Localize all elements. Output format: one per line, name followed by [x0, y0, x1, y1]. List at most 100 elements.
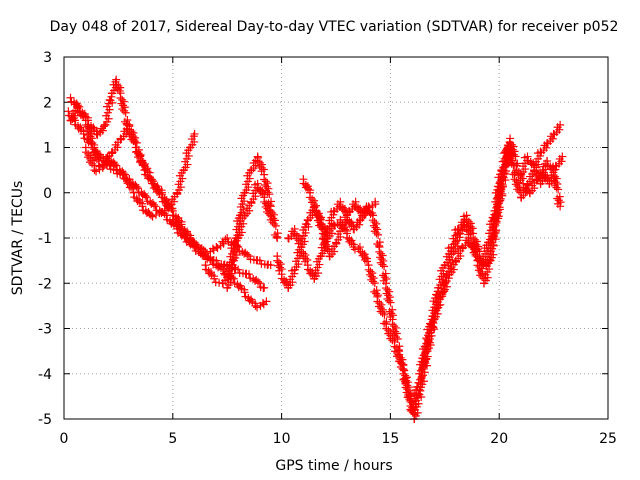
x-axis-label: GPS time / hours: [275, 458, 392, 474]
data-point: [99, 122, 108, 131]
data-point: [92, 155, 101, 164]
data-point: [403, 393, 412, 402]
data-point: [260, 197, 269, 206]
data-point: [157, 208, 166, 217]
data-point: [262, 207, 271, 216]
data-point: [112, 80, 121, 89]
data-point: [370, 227, 379, 236]
data-point: [253, 157, 262, 166]
y-tick-label: 0: [43, 186, 52, 202]
data-point: [129, 188, 138, 197]
data-point: [318, 234, 327, 243]
data-point: [511, 152, 520, 161]
data-point: [188, 237, 197, 246]
data-point: [474, 266, 483, 275]
data-point: [274, 261, 283, 270]
data-point: [207, 256, 216, 265]
data-point: [240, 288, 249, 297]
data-point: [551, 172, 560, 181]
data-point: [369, 221, 378, 230]
data-point: [364, 265, 373, 274]
data-point: [212, 243, 221, 252]
data-point: [217, 264, 226, 273]
data-point: [112, 161, 121, 170]
data-point: [370, 279, 379, 288]
data-point: [372, 289, 381, 298]
data-point: [386, 298, 395, 307]
y-tick-label: -1: [38, 231, 52, 247]
data-point: [395, 351, 404, 360]
data-point: [551, 178, 560, 187]
data-point: [132, 138, 141, 147]
data-point: [190, 129, 199, 138]
data-point: [462, 225, 471, 234]
data-point: [127, 130, 136, 139]
data-point: [382, 289, 391, 298]
data-point: [523, 152, 532, 161]
data-point: [321, 244, 330, 253]
data-point: [223, 234, 232, 242]
data-point: [271, 221, 280, 230]
data-point: [125, 125, 134, 134]
data-point: [376, 253, 385, 262]
data-point: [118, 105, 127, 114]
data-point: [133, 184, 142, 193]
data-point: [550, 181, 559, 190]
chart-title: Day 048 of 2017, Sidereal Day-to-day VTE…: [50, 19, 619, 35]
data-point: [317, 223, 326, 232]
data-point: [252, 275, 261, 284]
data-point: [313, 216, 322, 225]
data-point: [390, 331, 399, 340]
data-point: [543, 157, 552, 166]
grid-lines: [64, 57, 608, 419]
data-point: [86, 132, 95, 141]
x-tick-label: 20: [490, 431, 508, 447]
data-point: [81, 121, 90, 130]
data-point: [380, 273, 389, 282]
data-point: [160, 206, 169, 215]
data-point: [201, 261, 210, 270]
data-point: [395, 357, 404, 366]
data-point: [255, 162, 264, 171]
data-point: [132, 182, 141, 191]
data-point: [264, 209, 273, 218]
data-point: [381, 284, 390, 293]
data-point: [371, 223, 380, 232]
data-point: [258, 298, 267, 307]
data-point: [128, 184, 137, 193]
data-point: [151, 210, 160, 219]
data-point: [374, 230, 383, 239]
data-point: [254, 277, 263, 286]
data-point: [227, 260, 236, 269]
data-point: [261, 202, 270, 211]
data-point: [210, 274, 219, 283]
data-point: [388, 320, 397, 329]
series-track-11: [516, 152, 565, 211]
plot-frame: [63, 56, 609, 420]
data-point: [244, 270, 253, 279]
data-point: [266, 261, 275, 270]
data-point: [315, 221, 324, 230]
data-point: [556, 202, 565, 211]
data-point: [116, 94, 125, 103]
data-point: [365, 270, 374, 279]
data-point: [508, 145, 517, 154]
data-point: [83, 126, 92, 134]
data-point: [383, 285, 392, 294]
data-point: [503, 148, 512, 157]
data-point: [148, 212, 157, 221]
data-point: [380, 262, 389, 271]
data-point: [275, 263, 284, 272]
data-point: [391, 333, 400, 342]
data-point: [274, 258, 283, 267]
x-tick-label: 5: [168, 431, 177, 447]
data-point: [297, 247, 306, 256]
data-point: [375, 247, 384, 256]
data-point: [119, 101, 128, 110]
data-point: [117, 99, 126, 108]
data-point: [273, 234, 282, 242]
y-tick-label: 1: [43, 141, 52, 157]
data-point: [138, 202, 147, 211]
data-point: [292, 234, 301, 243]
y-tick-label: -2: [38, 276, 52, 292]
